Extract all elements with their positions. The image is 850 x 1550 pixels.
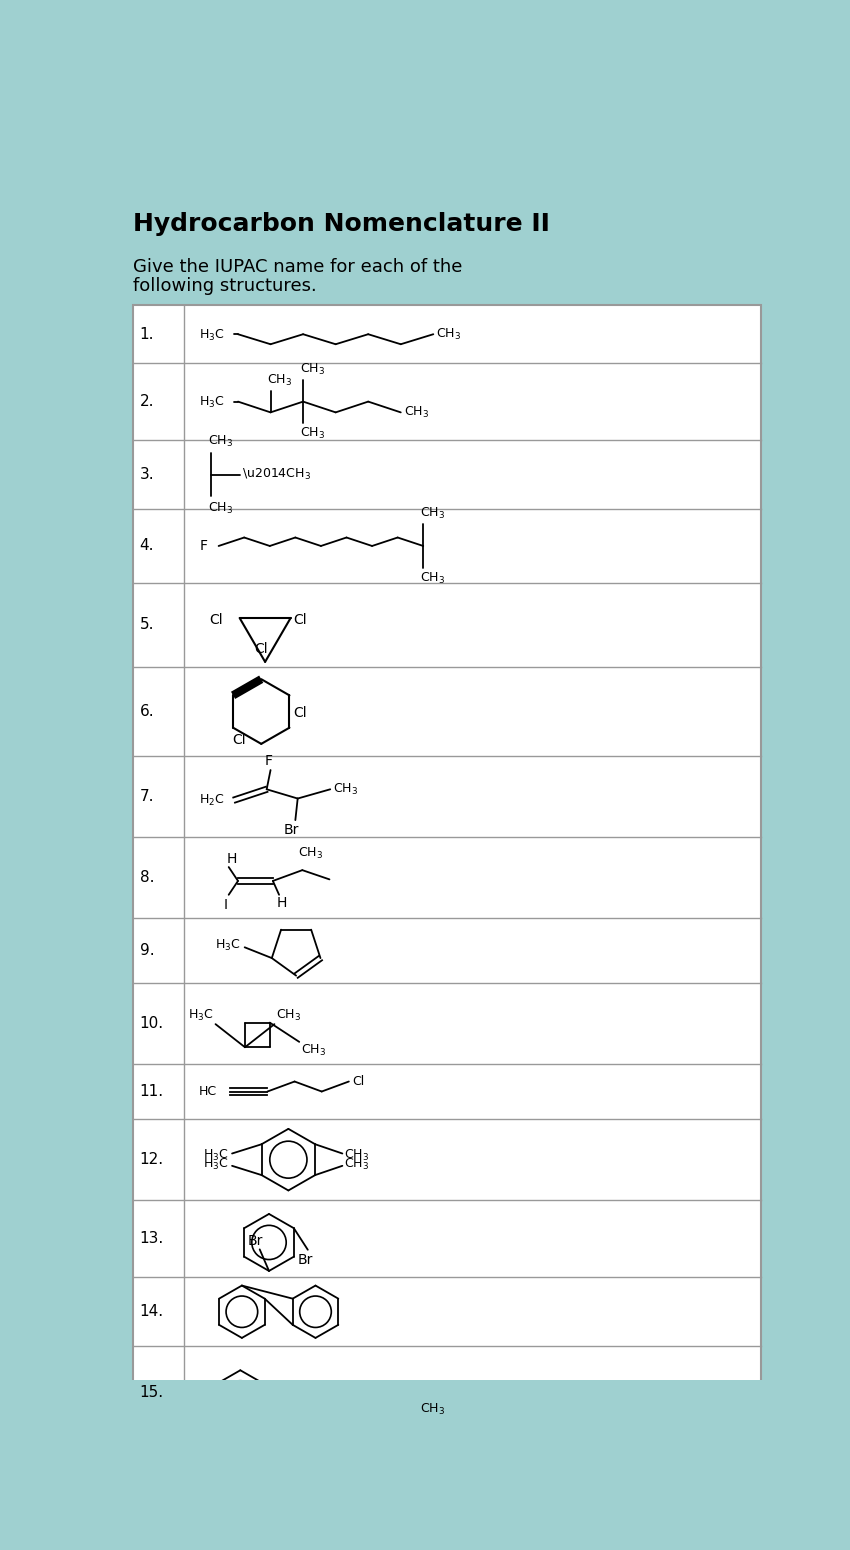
Text: Cl: Cl [293,612,307,626]
Text: CH$_3$: CH$_3$ [436,327,462,341]
Text: F: F [199,539,207,553]
Text: H: H [277,896,287,910]
Text: H$_3$C: H$_3$C [189,1008,214,1023]
Text: CH$_3$: CH$_3$ [420,570,445,586]
Text: 12.: 12. [139,1152,164,1167]
Text: 8.: 8. [139,870,154,885]
Text: CH$_3$: CH$_3$ [207,434,233,448]
Text: Cl: Cl [254,642,268,656]
Text: CH$_3$: CH$_3$ [301,1043,326,1059]
Text: H$_3$C: H$_3$C [203,1147,229,1162]
Text: CH$_3$: CH$_3$ [268,372,292,388]
Text: CH$_3$: CH$_3$ [300,361,325,377]
Text: H: H [226,851,237,865]
Text: Cl: Cl [209,612,223,626]
Text: H$_3$C: H$_3$C [199,395,224,409]
Text: H$_3$C: H$_3$C [203,1156,229,1172]
Text: CH$_3$: CH$_3$ [404,405,429,420]
Text: CH$_3$: CH$_3$ [344,1147,369,1162]
Text: 15.: 15. [139,1386,164,1400]
Text: Give the IUPAC name for each of the: Give the IUPAC name for each of the [133,257,462,276]
Text: 2.: 2. [139,394,154,409]
Text: 5.: 5. [139,617,154,632]
Text: \u2014CH$_3$: \u2014CH$_3$ [242,467,311,482]
Text: CH$_3$: CH$_3$ [298,846,324,860]
Text: CH$_3$: CH$_3$ [300,426,325,442]
Text: Cl: Cl [293,705,307,721]
Text: 9.: 9. [139,942,154,958]
Text: CH$_3$: CH$_3$ [420,507,445,521]
Text: Br: Br [247,1234,263,1248]
Text: CH$_3$: CH$_3$ [276,1008,301,1023]
Text: H$_2$C: H$_2$C [199,792,224,808]
Text: CH$_3$: CH$_3$ [420,1403,445,1417]
Text: Br: Br [284,823,299,837]
Text: following structures.: following structures. [133,277,317,294]
Text: 4.: 4. [139,538,154,553]
Text: Cl: Cl [352,1076,364,1088]
Text: F: F [265,753,273,767]
Text: 14.: 14. [139,1304,164,1319]
Text: I: I [224,897,228,911]
Text: 3.: 3. [139,467,154,482]
Text: H$_3$C: H$_3$C [199,327,224,343]
Text: Hydrocarbon Nomenclature II: Hydrocarbon Nomenclature II [133,212,550,237]
Text: 11.: 11. [139,1083,164,1099]
Text: Br: Br [298,1252,313,1266]
Text: HC: HC [199,1085,218,1097]
Text: 7.: 7. [139,789,154,804]
Text: CH$_3$: CH$_3$ [344,1156,369,1172]
Text: 13.: 13. [139,1231,164,1246]
Text: 6.: 6. [139,704,154,719]
Text: CH$_3$: CH$_3$ [207,501,233,516]
Text: 1.: 1. [139,327,154,341]
Text: 10.: 10. [139,1015,164,1031]
Text: CH$_3$: CH$_3$ [333,781,359,797]
Text: Cl: Cl [232,733,246,747]
Text: H$_3$C: H$_3$C [215,938,241,953]
